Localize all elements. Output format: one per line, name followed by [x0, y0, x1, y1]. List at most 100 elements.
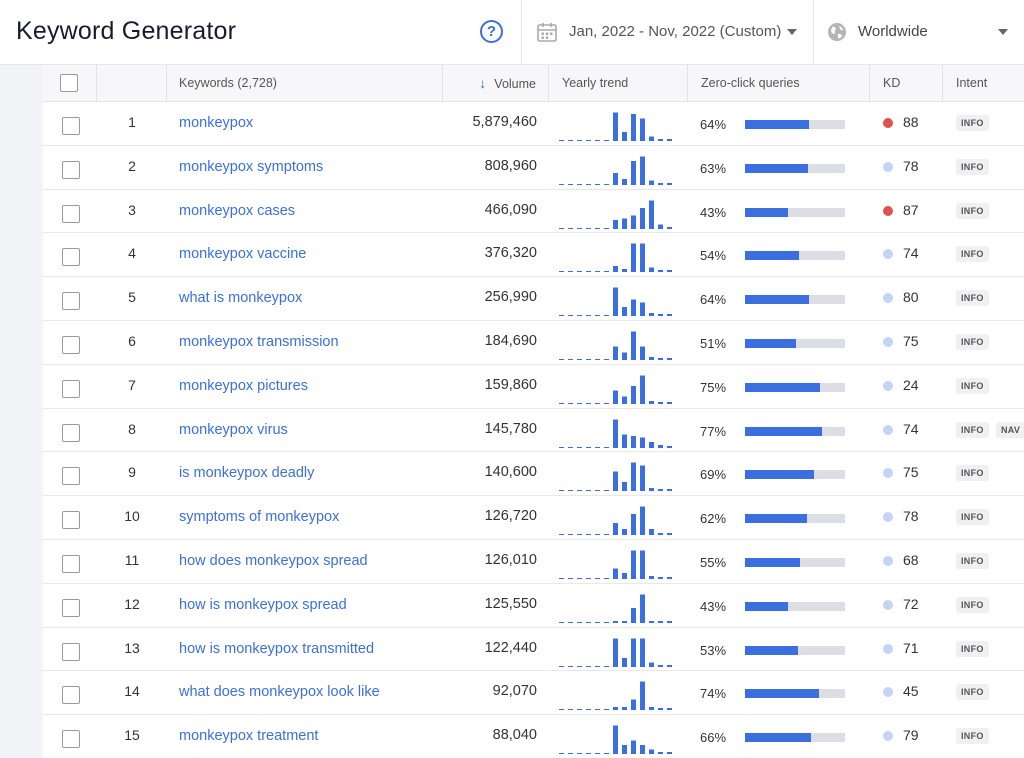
trend-bar [658, 664, 663, 667]
zero-click-header[interactable]: Zero-click queries [688, 65, 870, 102]
row-checkbox[interactable] [62, 292, 80, 311]
row-checkbox[interactable] [62, 511, 80, 530]
keyword-link[interactable]: monkeypox treatment [179, 728, 319, 745]
keyword-link[interactable]: monkeypox transmission [179, 333, 339, 350]
volume-value: 92,070 [492, 683, 537, 700]
trend-bar [649, 356, 654, 360]
volume-value: 145,780 [484, 420, 537, 437]
table-row[interactable]: 2 monkeypox symptoms 808,960 63% 78 INFO [43, 145, 1024, 190]
kd-difficulty-dot [883, 118, 893, 128]
trend-bar [622, 434, 627, 448]
keyword-link[interactable]: how does monkeypox spread [179, 552, 368, 569]
row-checkbox[interactable] [62, 730, 80, 749]
trend-bar [613, 471, 618, 492]
kd-difficulty-dot [883, 249, 893, 260]
keyword-link[interactable]: monkeypox vaccine [179, 246, 307, 263]
trend-baseline-dash [604, 227, 609, 229]
trend-bar [658, 708, 663, 711]
row-checkbox[interactable] [62, 467, 80, 486]
trend-bar [631, 160, 636, 185]
sort-arrow-icon: ↓ [479, 75, 487, 91]
trend-bar [622, 482, 627, 492]
table-row[interactable]: 6 monkeypox transmission 184,690 51% 75 … [43, 320, 1024, 365]
table-row[interactable]: 11 how does monkeypox spread 126,010 55%… [43, 539, 1024, 584]
row-checkbox[interactable] [62, 686, 80, 705]
keyword-link[interactable]: what is monkeypox [179, 290, 303, 307]
table-row[interactable]: 8 monkeypox virus 145,780 77% 74 INFO NAV [43, 408, 1024, 453]
keywords-header[interactable]: Keywords (2,728) [167, 65, 443, 102]
trend-baseline-dash [595, 271, 600, 273]
row-checkbox[interactable] [62, 335, 80, 354]
keyword-link[interactable]: symptoms of monkeypox [179, 509, 340, 526]
row-checkbox[interactable] [62, 598, 80, 617]
table-row[interactable]: 9 is monkeypox deadly 140,600 69% 75 INF… [43, 452, 1024, 497]
keyword-link[interactable]: monkeypox virus [179, 421, 288, 438]
trend-baseline-dash [577, 140, 582, 141]
intent-header[interactable]: Intent [956, 76, 988, 90]
trend-bar [667, 576, 672, 579]
keyword-link[interactable]: how is monkeypox spread [179, 596, 347, 613]
table-row[interactable]: 3 monkeypox cases 466,090 43% 87 INFO [43, 189, 1024, 234]
kd-difficulty-dot [883, 161, 893, 172]
table-row[interactable]: 14 what does monkeypox look like 92,070 … [43, 671, 1024, 716]
intent-badge: NAV [996, 421, 1024, 438]
trend-bar [649, 529, 654, 536]
keyword-link[interactable]: how is monkeypox transmitted [179, 640, 375, 657]
row-checkbox[interactable] [62, 160, 80, 179]
row-checkbox[interactable] [62, 554, 80, 573]
table-row[interactable]: 12 how is monkeypox spread 125,550 43% 7… [43, 583, 1024, 628]
kd-value: 45 [903, 683, 919, 700]
row-checkbox[interactable] [62, 248, 80, 267]
trend-bar [658, 401, 663, 404]
trend-bar [658, 224, 663, 229]
select-all-checkbox[interactable] [60, 74, 78, 92]
table-row[interactable]: 13 how is monkeypox transmitted 122,440 … [43, 627, 1024, 672]
row-checkbox[interactable] [62, 423, 80, 442]
row-checkbox[interactable] [62, 117, 80, 135]
trend-baseline-dash [586, 358, 591, 360]
table-row[interactable]: 4 monkeypox vaccine 376,320 54% 74 INFO [43, 233, 1024, 278]
index-header [97, 65, 167, 102]
trend-baseline-dash [586, 577, 591, 579]
intent-badge: INFO [956, 684, 989, 701]
trend-bar [667, 139, 672, 141]
row-checkbox[interactable] [62, 204, 80, 223]
keyword-link[interactable]: is monkeypox deadly [179, 465, 315, 482]
keyword-link[interactable]: monkeypox [179, 115, 254, 131]
trend-bar [613, 112, 618, 141]
zero-click-bar [745, 557, 845, 567]
trend-bar [667, 708, 672, 711]
trend-bar [649, 488, 654, 492]
header-divider [813, 0, 814, 65]
trend-header[interactable]: Yearly trend [549, 65, 688, 102]
date-range-selector[interactable]: Jan, 2022 - Nov, 2022 (Custom) [522, 0, 812, 65]
trend-bar [640, 681, 645, 711]
trend-bar [631, 385, 636, 404]
keyword-link[interactable]: monkeypox pictures [179, 377, 308, 394]
table-row[interactable]: 15 monkeypox treatment 88,040 66% 79 INF… [43, 715, 1024, 758]
trend-bar [622, 745, 627, 755]
help-icon[interactable]: ? [480, 20, 503, 43]
keyword-link[interactable]: what does monkeypox look like [179, 684, 380, 701]
table-row[interactable]: 1 monkeypox 5,879,460 64% 88 INFO [43, 102, 1024, 146]
trend-bar [658, 444, 663, 448]
volume-header[interactable]: ↓ Volume [443, 65, 549, 102]
keyword-link[interactable]: monkeypox symptoms [179, 158, 324, 175]
trend-baseline-dash [568, 446, 573, 448]
trend-baseline-dash [595, 490, 600, 492]
region-selector[interactable]: Worldwide [814, 0, 1024, 65]
trend-bar [649, 662, 654, 667]
trend-bar [658, 182, 663, 185]
kd-header[interactable]: KD [870, 65, 943, 102]
zero-click-percent: 55% [700, 554, 727, 570]
zero-click-bar-fill [745, 382, 820, 392]
row-index: 14 [124, 683, 140, 700]
row-checkbox[interactable] [62, 642, 80, 661]
keyword-link[interactable]: monkeypox cases [179, 202, 296, 219]
table-row[interactable]: 10 symptoms of monkeypox 126,720 62% 78 … [43, 496, 1024, 540]
table-row[interactable]: 7 monkeypox pictures 159,860 75% 24 INFO [43, 364, 1024, 409]
row-checkbox[interactable] [62, 379, 80, 398]
trend-baseline-dash [595, 534, 600, 536]
table-row[interactable]: 5 what is monkeypox 256,990 64% 80 INFO [43, 277, 1024, 321]
zero-click-bar [745, 163, 845, 173]
